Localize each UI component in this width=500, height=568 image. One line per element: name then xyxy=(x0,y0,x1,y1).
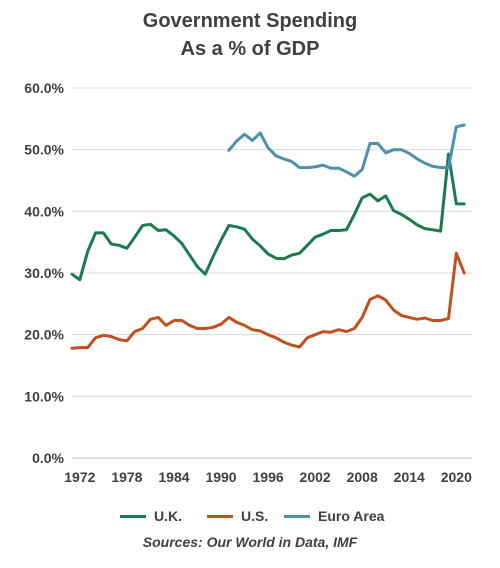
legend-label-uk: U.K. xyxy=(154,508,182,524)
y-tick-label-6: 60.0% xyxy=(24,80,64,96)
legend-item-euro-area: Euro Area xyxy=(284,506,384,526)
legend-swatch-us xyxy=(207,514,233,518)
chart-title-line-2: As a % of GDP xyxy=(180,38,320,60)
x-tick-label-2002: 2002 xyxy=(300,469,331,485)
series-line-euro-area xyxy=(227,123,466,178)
x-tick-label-2014: 2014 xyxy=(394,469,425,485)
source-note: Sources: Our World in Data, IMF xyxy=(142,534,358,550)
x-tick-label-2020: 2020 xyxy=(441,469,472,485)
x-tick-label-1996: 1996 xyxy=(253,469,284,485)
legend-item-uk: U.K. xyxy=(120,506,182,526)
legend-label-euro-area: Euro Area xyxy=(318,508,385,524)
legend-swatch-euro-area xyxy=(284,514,310,518)
x-tick-label-1978: 1978 xyxy=(111,469,142,485)
series-line-u-k xyxy=(70,152,466,282)
y-tick-label-1: 10.0% xyxy=(24,388,64,404)
x-tick-label-1984: 1984 xyxy=(158,469,189,485)
x-tick-label-1990: 1990 xyxy=(205,469,236,485)
x-tick-label-2008: 2008 xyxy=(347,469,378,485)
y-tick-label-3: 30.0% xyxy=(24,265,64,281)
legend-item-us: U.S. xyxy=(207,506,268,526)
y-tick-label-5: 50.0% xyxy=(24,142,64,158)
chart-legend: U.K. U.S. Euro Area xyxy=(0,506,500,526)
y-tick-label-4: 40.0% xyxy=(24,203,64,219)
legend-swatch-uk xyxy=(120,514,146,518)
chart-title-line-1: Government Spending xyxy=(142,10,358,32)
y-tick-label-2: 20.0% xyxy=(24,327,64,343)
x-tick-label-1972: 1972 xyxy=(64,469,95,485)
series-line-u-s xyxy=(70,251,466,350)
y-tick-label-0: 0.0% xyxy=(32,450,64,466)
legend-label-us: U.S. xyxy=(241,508,269,524)
